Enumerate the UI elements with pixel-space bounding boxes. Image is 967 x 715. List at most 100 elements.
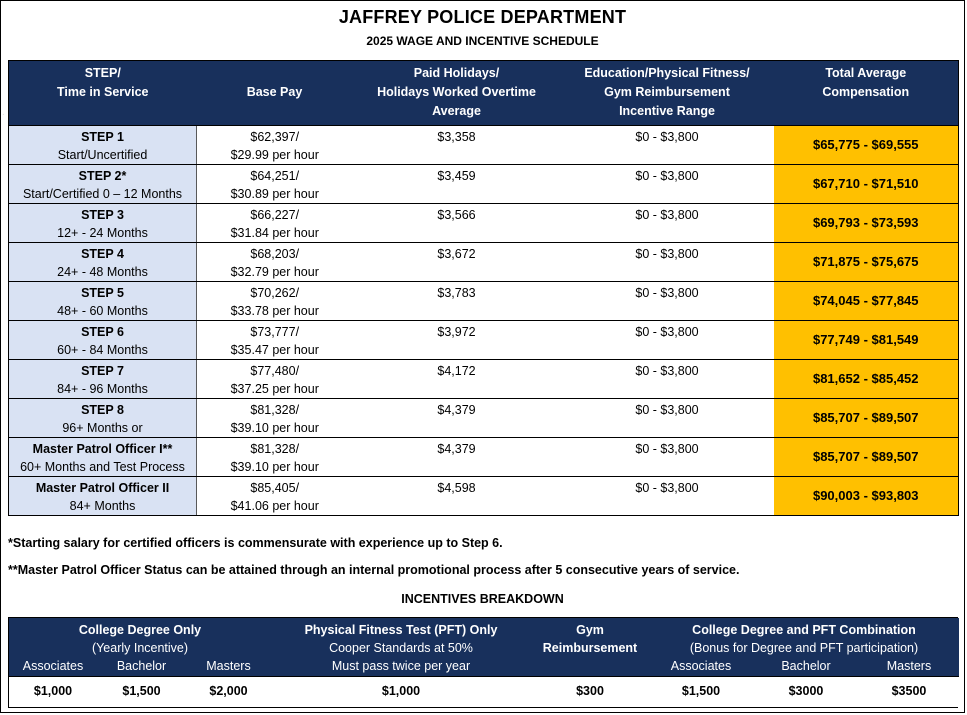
wage-cell-step: STEP 4 24+ - 48 Months — [8, 242, 197, 282]
wage-cell-holidays: $3,566 — [352, 203, 561, 243]
wage-cell-incentive-range: $0 - $3,800 — [560, 476, 774, 516]
base-hourly: $37.25 per hour — [230, 382, 319, 396]
wage-row-10: Master Patrol Officer II 84+ Months $85,40… — [8, 476, 959, 516]
wage-cell-total-compensation: $74,045 - $77,845 — [773, 281, 959, 321]
wage-cell-holidays: $3,972 — [352, 320, 561, 360]
time-in-service: 96+ Months or — [62, 421, 143, 435]
incentives-table: College Degree Only Physical Fitness Test… — [8, 617, 959, 708]
combo-masters-value: $3500 — [859, 676, 959, 707]
wage-cell-total-compensation: $81,652 - $85,452 — [773, 359, 959, 399]
gym-header-filler — [531, 657, 649, 676]
wage-cell-incentive-range: $0 - $3,800 — [560, 164, 774, 204]
wage-row-2: STEP 2* Start/Certified 0 – 12 Months $64,… — [8, 164, 959, 204]
gym-line2: Reimbursement — [542, 641, 638, 655]
time-in-service: 60+ - 84 Months — [57, 343, 148, 357]
base-annual: $85,405/ — [250, 481, 300, 495]
wage-cell-step: STEP 8 96+ Months or — [8, 398, 197, 438]
wage-cell-base-pay: $68,203/ $32.79 per hour — [196, 242, 353, 282]
base-annual: $70,262/ — [250, 286, 300, 300]
base-annual: $68,203/ — [250, 247, 300, 261]
step-label: STEP 7 — [81, 364, 124, 378]
college-only-label-associates: Associates — [9, 657, 97, 676]
header-line: Time in Service — [57, 85, 149, 99]
wage-header-step: STEP/Time in Service — [8, 60, 197, 126]
wage-row-1: STEP 1 Start/Uncertified $62,397/ $29.99 pe… — [8, 125, 959, 165]
header-line — [199, 64, 351, 83]
header-line: Compensation — [822, 85, 910, 99]
time-in-service: 84+ - 96 Months — [57, 382, 148, 396]
time-in-service: Start/Uncertified — [57, 148, 148, 162]
step-label: STEP 1 — [81, 130, 124, 144]
step-label: STEP 6 — [81, 325, 124, 339]
wage-cell-base-pay: $85,405/ $41.06 per hour — [196, 476, 353, 516]
pft-only-line3: Must pass twice per year — [271, 657, 531, 676]
wage-cell-holidays: $4,598 — [352, 476, 561, 516]
wage-cell-total-compensation: $67,710 - $71,510 — [773, 164, 959, 204]
step-label: STEP 4 — [81, 247, 124, 261]
wage-cell-base-pay: $73,777/ $35.47 per hour — [196, 320, 353, 360]
wage-row-7: STEP 7 84+ - 96 Months $77,480/ $37.25 per … — [8, 359, 959, 399]
wage-cell-incentive-range: $0 - $3,800 — [560, 125, 774, 165]
header-line — [11, 102, 195, 121]
wage-cell-step: STEP 2* Start/Certified 0 – 12 Months — [8, 164, 197, 204]
step-label: Master Patrol Officer II — [35, 481, 170, 495]
base-hourly: $32.79 per hour — [230, 265, 319, 279]
college-only-title: College Degree Only — [9, 618, 271, 639]
wage-header-base-pay: Base Pay — [196, 60, 353, 126]
wage-header-total: Total Average Compensation — [773, 60, 959, 126]
pft-only-line2: Cooper Standards at 50% — [271, 639, 531, 657]
college-associates-value: $1,000 — [9, 676, 97, 707]
combo-subtitle: (Bonus for Degree and PFT participation) — [649, 639, 959, 657]
wage-cell-holidays: $4,379 — [352, 398, 561, 438]
header-line — [199, 102, 351, 121]
step-label: Master Patrol Officer I** — [32, 442, 173, 456]
header-line: Total Average — [825, 66, 907, 80]
wage-cell-incentive-range: $0 - $3,800 — [560, 437, 774, 477]
wage-cell-base-pay: $66,227/ $31.84 per hour — [196, 203, 353, 243]
base-annual: $81,328/ — [250, 442, 300, 456]
wage-row-5: STEP 5 48+ - 60 Months $70,262/ $33.78 per … — [8, 281, 959, 321]
wage-cell-step: STEP 3 12+ - 24 Months — [8, 203, 197, 243]
wage-cell-step: Master Patrol Officer II 84+ Months — [8, 476, 197, 516]
wage-cell-holidays: $3,459 — [352, 164, 561, 204]
gym-line1: Gym — [576, 623, 604, 637]
wage-cell-incentive-range: $0 - $3,800 — [560, 359, 774, 399]
wage-cell-base-pay: $81,328/ $39.10 per hour — [196, 398, 353, 438]
base-hourly: $39.10 per hour — [230, 421, 319, 435]
wage-cell-step: STEP 1 Start/Uncertified — [8, 125, 197, 165]
wage-cell-total-compensation: $77,749 - $81,549 — [773, 320, 959, 360]
combo-title: College Degree and PFT Combination — [649, 618, 959, 639]
college-bachelor-value: $1,500 — [97, 676, 186, 707]
wage-table-body: STEP 1 Start/Uncertified $62,397/ $29.99 pe… — [8, 125, 959, 516]
wage-table-header: STEP/Time in Service Base Pay Paid Holid… — [8, 60, 959, 126]
footnote-master-patrol: **Master Patrol Officer Status can be at… — [8, 563, 740, 577]
wage-cell-step: STEP 6 60+ - 84 Months — [8, 320, 197, 360]
wage-cell-holidays: $4,379 — [352, 437, 561, 477]
wage-cell-incentive-range: $0 - $3,800 — [560, 242, 774, 282]
wage-cell-base-pay: $77,480/ $37.25 per hour — [196, 359, 353, 399]
wage-cell-base-pay: $70,262/ $33.78 per hour — [196, 281, 353, 321]
base-annual: $77,480/ — [250, 364, 300, 378]
header-line: Average — [432, 104, 481, 118]
wage-cell-base-pay: $64,251/ $30.89 per hour — [196, 164, 353, 204]
time-in-service: 24+ - 48 Months — [57, 265, 148, 279]
combo-bachelor-value: $3000 — [753, 676, 859, 707]
combo-label-bachelor: Bachelor — [753, 657, 859, 676]
wage-cell-step: STEP 7 84+ - 96 Months — [8, 359, 197, 399]
footnote-step6: *Starting salary for certified officers … — [8, 536, 503, 550]
pft-only-title: Physical Fitness Test (PFT) Only — [271, 618, 531, 639]
combo-label-associates: Associates — [649, 657, 753, 676]
base-hourly: $35.47 per hour — [230, 343, 319, 357]
base-hourly: $41.06 per hour — [230, 499, 319, 513]
wage-header-education: Education/Physical Fitness/Gym Reimburse… — [560, 60, 774, 126]
header-line: Holidays Worked Overtime — [377, 85, 536, 99]
wage-cell-step: Master Patrol Officer I** 60+ Months and … — [8, 437, 197, 477]
step-label: STEP 8 — [81, 403, 124, 417]
wage-cell-total-compensation: $90,003 - $93,803 — [773, 476, 959, 516]
wage-cell-total-compensation: $85,707 - $89,507 — [773, 437, 959, 477]
incentives-breakdown-title: INCENTIVES BREAKDOWN — [401, 592, 564, 606]
combo-associates-value: $1,500 — [649, 676, 753, 707]
base-annual: $73,777/ — [250, 325, 300, 339]
gym-value: $300 — [531, 676, 649, 707]
base-hourly: $33.78 per hour — [230, 304, 319, 318]
